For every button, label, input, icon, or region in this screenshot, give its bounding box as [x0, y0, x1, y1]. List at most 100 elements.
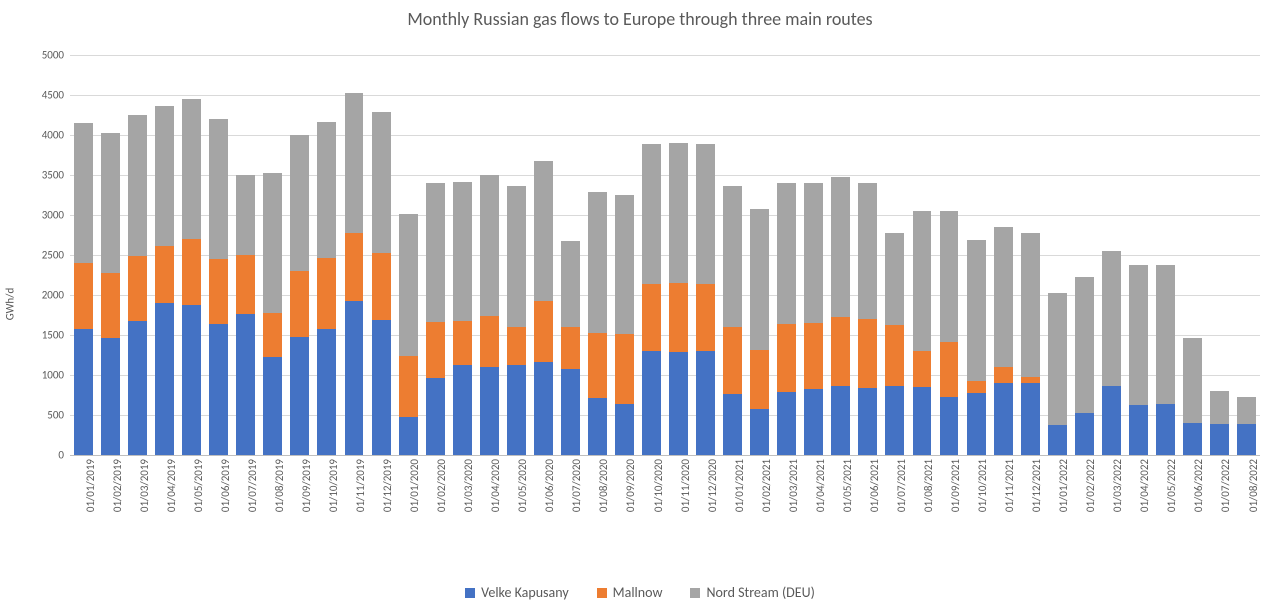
bar-segment [561, 369, 580, 455]
x-tick-slot: 01/06/2022 [1179, 455, 1206, 545]
stacked-bar [1021, 55, 1040, 455]
bar-segment [1021, 233, 1040, 377]
stacked-bar [1183, 55, 1202, 455]
bar-slot [665, 55, 692, 455]
bar-segment [750, 209, 769, 351]
bar-segment [101, 338, 120, 455]
bar-segment [372, 320, 391, 455]
bar-slot [854, 55, 881, 455]
x-tick-label: 01/02/2020 [435, 459, 448, 512]
bar-segment [696, 284, 715, 351]
bar-segment [669, 143, 688, 283]
x-tick-slot: 01/06/2020 [530, 455, 557, 545]
bar-segment [561, 241, 580, 327]
bar-segment [1237, 397, 1256, 424]
x-tick-slot: 01/08/2020 [584, 455, 611, 545]
bar-segment [128, 115, 147, 256]
bar-segment [831, 317, 850, 387]
bar-slot [719, 55, 746, 455]
stacked-bar [723, 55, 742, 455]
x-tick-label: 01/01/2022 [1057, 459, 1070, 512]
x-tick-label: 01/08/2021 [922, 459, 935, 512]
bar-slot [1017, 55, 1044, 455]
bar-segment [1129, 405, 1148, 455]
y-tick-label: 500 [47, 409, 70, 422]
bar-segment [263, 357, 282, 455]
bar-segment [750, 409, 769, 455]
bar-segment [615, 334, 634, 404]
x-tick-slot: 01/01/2021 [719, 455, 746, 545]
bar-slot [449, 55, 476, 455]
stacked-bar [317, 55, 336, 455]
bar-slot [1233, 55, 1260, 455]
bar-segment [128, 321, 147, 455]
bar-segment [236, 255, 255, 314]
stacked-bar [940, 55, 959, 455]
bar-segment [804, 389, 823, 455]
bar-segment [290, 337, 309, 455]
bar-slot [584, 55, 611, 455]
x-tick-slot: 01/07/2022 [1206, 455, 1233, 545]
bar-segment [1210, 424, 1229, 455]
bar-segment [399, 356, 418, 417]
bar-segment [1156, 265, 1175, 404]
bar-segment [1129, 265, 1148, 406]
bar-segment [534, 161, 553, 301]
x-tick-label: 01/04/2021 [814, 459, 827, 512]
x-tick-label: 01/09/2020 [624, 459, 637, 512]
bar-slot [557, 55, 584, 455]
bar-slot [232, 55, 259, 455]
stacked-bar [696, 55, 715, 455]
bar-segment [399, 214, 418, 356]
bar-segment [1048, 293, 1067, 425]
stacked-bar [534, 55, 553, 455]
x-tick-slot: 01/10/2020 [638, 455, 665, 545]
x-tick-slot: 01/02/2021 [746, 455, 773, 545]
bar-segment [182, 99, 201, 239]
x-tick-label: 01/01/2021 [733, 459, 746, 512]
x-tick-slot: 01/03/2021 [773, 455, 800, 545]
bar-segment [723, 327, 742, 394]
bar-segment [480, 316, 499, 367]
bar-segment [128, 256, 147, 322]
y-tick-label: 1500 [42, 329, 70, 342]
stacked-bar [1102, 55, 1121, 455]
bar-segment [777, 183, 796, 324]
bar-segment [804, 183, 823, 323]
legend: Velke Kapusany Mallnow Nord Stream (DEU) [0, 584, 1280, 601]
bar-segment [101, 133, 120, 273]
bar-slot [936, 55, 963, 455]
bar-segment [263, 173, 282, 313]
bar-segment [345, 301, 364, 455]
bar-slot [1206, 55, 1233, 455]
x-tick-label: 01/02/2019 [111, 459, 124, 512]
bar-segment [290, 135, 309, 271]
bar-segment [1021, 383, 1040, 455]
x-tick-slot: 01/06/2021 [854, 455, 881, 545]
stacked-bar [885, 55, 904, 455]
bar-segment [317, 122, 336, 258]
legend-swatch [690, 588, 700, 598]
x-tick-slot: 01/01/2022 [1044, 455, 1071, 545]
x-tick-label: 01/07/2019 [246, 459, 259, 512]
x-tick-label: 01/03/2020 [462, 459, 475, 512]
bar-segment [155, 106, 174, 246]
bar-segment [1048, 425, 1067, 455]
stacked-bar [642, 55, 661, 455]
bar-segment [182, 239, 201, 305]
bar-segment [453, 182, 472, 320]
bar-segment [1237, 424, 1256, 455]
x-tick-label: 01/11/2020 [679, 459, 692, 512]
chart-container: Monthly Russian gas flows to Europe thro… [0, 0, 1280, 607]
bar-segment [426, 322, 445, 378]
bar-segment [669, 352, 688, 455]
x-tick-label: 01/08/2019 [273, 459, 286, 512]
stacked-bar [480, 55, 499, 455]
x-tick-slot: 01/12/2021 [1017, 455, 1044, 545]
x-tick-slot: 01/05/2021 [827, 455, 854, 545]
bar-segment [74, 123, 93, 263]
bar-slot [286, 55, 313, 455]
x-tick-slot: 01/08/2021 [908, 455, 935, 545]
x-tick-slot: 01/02/2019 [97, 455, 124, 545]
x-tick-label: 01/04/2020 [489, 459, 502, 512]
